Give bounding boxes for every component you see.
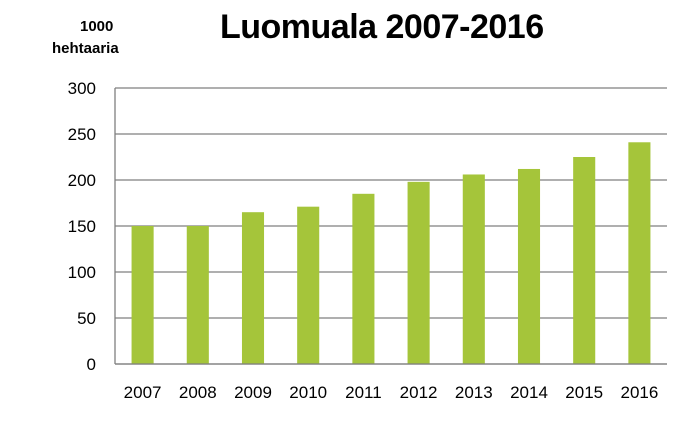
y-axis-unit-line-1: 1000 <box>80 18 114 35</box>
y-tick-label: 200 <box>68 171 96 190</box>
y-tick-label: 300 <box>68 79 96 98</box>
bar-2010 <box>297 206 320 364</box>
bar-2012 <box>407 181 430 364</box>
bar-2007 <box>131 226 154 364</box>
y-axis-unit-label: 1000 hehtaaria <box>52 16 152 60</box>
y-axis-unit-line-2: hehtaaria <box>52 40 119 57</box>
bar-2008 <box>186 226 209 364</box>
x-tick-label: 2010 <box>289 383 327 402</box>
x-tick-label: 2012 <box>400 383 438 402</box>
x-tick-label: 2016 <box>620 383 658 402</box>
y-tick-label: 0 <box>87 355 96 374</box>
x-tick-label: 2008 <box>179 383 217 402</box>
x-tick-label: 2013 <box>455 383 493 402</box>
x-tick-label: 2015 <box>565 383 603 402</box>
bar-2014 <box>517 168 541 364</box>
x-tick-label: 2014 <box>510 383 548 402</box>
bar-2013 <box>462 174 485 364</box>
bar-2016 <box>628 142 651 364</box>
bar-2015 <box>573 157 596 364</box>
bar-2011 <box>352 193 375 364</box>
y-tick-label: 250 <box>68 125 96 144</box>
x-tick-label: 2009 <box>234 383 272 402</box>
y-tick-label: 50 <box>77 309 96 328</box>
x-tick-label: 2011 <box>345 383 382 402</box>
y-tick-label: 100 <box>68 263 96 282</box>
chart-title: Luomuala 2007-2016 <box>220 8 544 46</box>
y-tick-label: 150 <box>68 217 96 236</box>
x-tick-label: 2007 <box>124 383 162 402</box>
bar-2009 <box>241 212 265 364</box>
